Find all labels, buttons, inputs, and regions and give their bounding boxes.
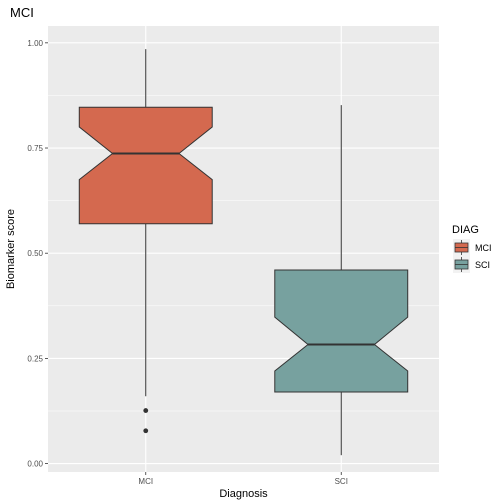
outlier-point — [143, 428, 149, 434]
legend-label: SCI — [475, 260, 490, 270]
y-axis-title: Biomarker score — [5, 209, 17, 289]
box-sci — [274, 105, 409, 456]
x-tick-label: SCI — [335, 477, 348, 486]
chart-title: MCI — [10, 5, 34, 20]
grid-lines — [48, 26, 439, 472]
y-tick-label: 0.75 — [27, 144, 43, 153]
x-axis-title: Diagnosis — [219, 488, 268, 500]
legend-item-mci: MCI — [453, 239, 492, 256]
x-axis: MCI SCI — [138, 472, 348, 486]
y-tick-label: 0.25 — [27, 354, 43, 363]
x-tick-label: MCI — [138, 477, 153, 486]
outlier-point — [143, 408, 149, 413]
y-tick-label: 1.00 — [27, 39, 43, 48]
plot-panel — [48, 26, 439, 472]
y-tick-label: 0.00 — [27, 460, 43, 469]
y-tick-label: 0.50 — [27, 249, 43, 258]
box-series — [78, 49, 409, 456]
box-body — [274, 269, 409, 393]
legend-label: MCI — [475, 243, 492, 253]
box-body — [78, 106, 213, 225]
legend-item-sci: SCI — [453, 256, 490, 273]
legend: DIAG MCI SCI — [452, 224, 492, 273]
box-mci — [78, 49, 213, 434]
legend-title: DIAG — [452, 224, 479, 236]
y-axis: 0.00 0.25 0.50 0.75 1.00 — [27, 39, 48, 469]
